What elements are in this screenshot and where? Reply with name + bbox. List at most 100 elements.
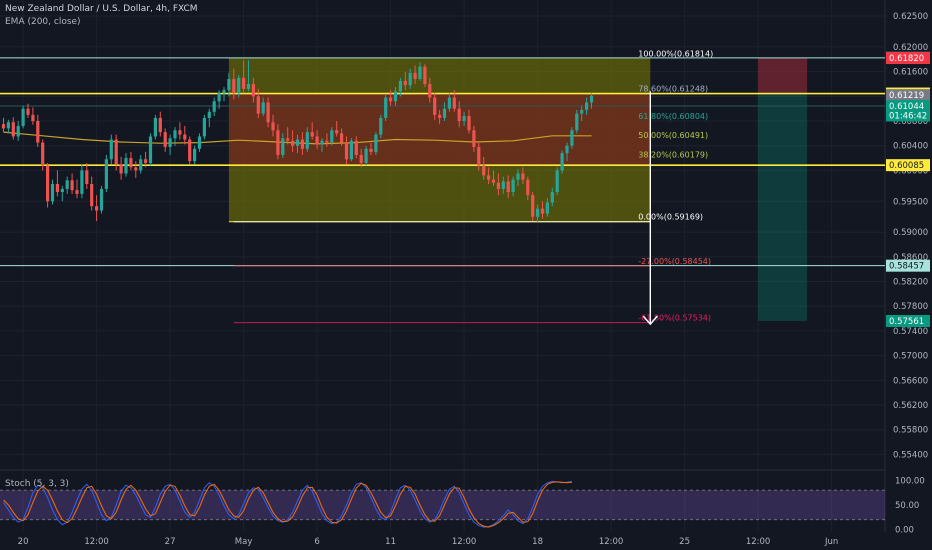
price-tick-label: 0.58600	[893, 253, 928, 263]
candle-body	[11, 122, 15, 137]
candle	[433, 93, 437, 120]
candle-body	[1, 124, 6, 129]
candle-body	[256, 96, 260, 114]
candle	[222, 87, 226, 102]
candle	[148, 133, 153, 166]
candle-body	[41, 142, 45, 166]
candle	[158, 111, 162, 137]
price-tick-label: 0.61600	[893, 68, 928, 78]
candle	[423, 64, 427, 88]
candle	[168, 134, 172, 155]
candle	[452, 90, 456, 112]
candle-body	[540, 208, 545, 214]
candle	[526, 176, 530, 201]
price-tick-label: 0.59500	[893, 197, 928, 207]
candle	[364, 145, 368, 166]
candle	[271, 114, 275, 137]
candle-body	[222, 90, 226, 94]
candle	[585, 97, 589, 115]
arrow-head	[642, 315, 658, 326]
candle-body	[575, 113, 579, 131]
candle-body	[570, 130, 574, 146]
price-tick-label: 0.57400	[893, 327, 928, 337]
candle	[242, 60, 246, 94]
candle-body	[496, 182, 500, 189]
candle-body	[207, 111, 211, 118]
symbol-legend: New Zealand Dollar / U.S. Dollar, 4h, FX…	[5, 4, 198, 14]
time-tick-label: 12:00	[452, 537, 477, 547]
stoch-line	[3, 481, 572, 528]
candle	[555, 167, 559, 196]
candle-body	[124, 158, 128, 174]
candle	[393, 87, 398, 106]
candle-body	[21, 108, 25, 126]
candle-body	[560, 153, 564, 171]
candle-body	[261, 102, 265, 114]
price-tick-label: 0.60800	[893, 117, 928, 127]
candle-body	[55, 183, 59, 193]
fib-label: 50.00%(0.60491)	[638, 131, 708, 140]
candle-body	[536, 208, 540, 217]
candle	[109, 134, 113, 165]
candle-body	[242, 77, 246, 89]
candle-body	[232, 79, 236, 94]
candle-body	[75, 190, 79, 194]
candle	[227, 72, 231, 97]
candle	[26, 103, 30, 118]
candle	[16, 121, 20, 141]
candle	[442, 102, 447, 122]
price-badge-label: 0.61219	[889, 91, 924, 101]
candle	[349, 138, 353, 162]
candle	[232, 68, 236, 100]
candle	[369, 142, 373, 155]
price-badge	[886, 159, 930, 172]
fib-label: 38.20%(0.60179)	[638, 150, 708, 159]
candle	[246, 60, 251, 92]
candle-body	[472, 130, 476, 147]
candle-body	[237, 77, 241, 94]
candle-body	[565, 145, 569, 154]
candle	[193, 145, 197, 165]
candle-body	[521, 173, 525, 180]
candle-body	[585, 102, 589, 110]
candle-body	[271, 122, 275, 131]
candle-body	[379, 117, 383, 135]
candle-body	[183, 134, 187, 140]
candle-body	[511, 179, 515, 193]
time-tick-label: 12:00	[84, 537, 109, 547]
price-tick-label: 0.62500	[893, 12, 928, 22]
candle	[438, 109, 442, 125]
fib-label: -61.80%(0.57534)	[638, 314, 711, 323]
price-badge-label: 0.57561	[889, 317, 924, 327]
candle-body	[246, 83, 251, 89]
candle	[114, 134, 118, 171]
candle	[119, 156, 123, 180]
price-badge-label: 0.61044	[889, 102, 924, 112]
candle-body	[163, 132, 167, 147]
candle	[295, 134, 300, 154]
price-badge	[886, 259, 930, 272]
candle-body	[442, 108, 447, 118]
candle	[482, 156, 486, 180]
price-tick-label: 0.58200	[893, 278, 928, 288]
price-tick-label: 0.59000	[893, 228, 928, 238]
candle-body	[104, 159, 108, 189]
candle-body	[438, 114, 442, 118]
candle	[491, 170, 496, 186]
candle-body	[320, 140, 324, 145]
candle	[75, 179, 79, 199]
candle	[90, 176, 94, 211]
candle-body	[418, 66, 422, 80]
candle-body	[369, 148, 373, 152]
candle-body	[310, 132, 314, 137]
stoch-tick-label: 100.00	[895, 476, 925, 486]
candle-body	[291, 140, 295, 146]
fib-label: 61.80%(0.60804)	[638, 112, 708, 121]
candle-body	[173, 130, 177, 139]
candle-body	[31, 114, 35, 122]
candle	[389, 90, 393, 106]
candle	[467, 109, 471, 134]
price-badge	[886, 89, 930, 102]
candle-body	[202, 117, 206, 137]
